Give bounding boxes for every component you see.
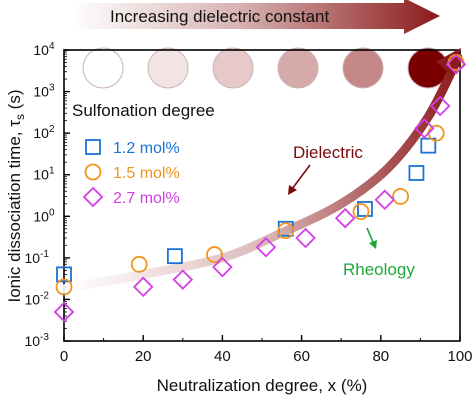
data-point-square (166, 248, 183, 265)
data-point-circle (277, 222, 295, 240)
legend-label: 2.7 mol% (113, 190, 180, 207)
y-tick-label: 10-2 (25, 290, 50, 307)
dielectric-label: Dielectric (293, 143, 363, 162)
dielectric-pointer-head (288, 185, 297, 195)
scale-circle (147, 47, 189, 89)
top-arrow: Increasing dielectric constant (70, 0, 440, 34)
legend-marker-diamond (82, 186, 104, 208)
y-axis-label: Ionic dissociation time, τs (s) (5, 89, 27, 302)
legend: Sulfonation degree 1.2 mol% 1.5 mol% 2.7 m… (72, 101, 215, 208)
legend-label: 1.5 mol% (113, 165, 180, 182)
data-markers (53, 54, 467, 323)
y-axis-label-unit: (s) (5, 89, 24, 114)
scale-circle (277, 47, 319, 89)
y-tick-label: 100 (33, 207, 55, 224)
data-point-diamond (334, 207, 356, 229)
x-tick-label: 100 (447, 348, 472, 365)
legend-title: Sulfonation degree (72, 101, 215, 120)
x-tick-label: 60 (293, 348, 310, 365)
data-point-diamond (255, 236, 277, 258)
data-point-diamond (445, 54, 467, 75)
x-tick-label: 80 (372, 348, 389, 365)
data-point-square (408, 165, 425, 181)
dielectric-pointer (291, 164, 311, 190)
data-point-diamond (429, 95, 451, 117)
data-point-circle (55, 278, 73, 296)
data-point-circle (206, 246, 223, 263)
legend-items: 1.2 mol% 1.5 mol% 2.7 mol% (82, 139, 180, 208)
data-point-circle (427, 124, 445, 142)
y-axis-label-main: Ionic dissociation time, τ (5, 120, 24, 303)
data-point-diamond (172, 269, 194, 290)
data-point-diamond (414, 118, 435, 139)
legend-marker-circle (84, 163, 102, 181)
rheology-pointer (366, 227, 374, 243)
data-point-diamond (295, 227, 316, 249)
scale-circle (342, 47, 384, 89)
y-tick-label: 101 (33, 166, 55, 183)
data-point-circle (130, 255, 148, 273)
y-axis: 10-3 10-2 10-1 100 101 102 103 104 (25, 41, 70, 349)
data-point-diamond (374, 189, 396, 211)
dielectric-curve (59, 53, 463, 294)
scale-circle (212, 47, 254, 89)
top-arrow-body (70, 0, 440, 34)
data-point-circle (392, 188, 410, 205)
data-point-square (357, 201, 373, 217)
y-tick-label: 102 (33, 124, 55, 141)
data-point-square (56, 266, 72, 283)
x-axis: 0 20 40 60 80 100 (60, 335, 473, 365)
x-axis-label: Neutralization degree, x (%) (157, 376, 368, 395)
dielectric-circles (82, 47, 449, 89)
y-tick-label: 10-3 (25, 332, 50, 349)
y-tick-label: 10-1 (25, 249, 50, 266)
x-tick-label: 40 (214, 348, 231, 365)
y-tick-label: 104 (33, 41, 55, 58)
data-point-diamond (212, 256, 233, 278)
legend-label: 1.2 mol% (113, 140, 180, 157)
y-tick-label: 103 (33, 83, 55, 100)
rheology-label: Rheology (343, 260, 415, 279)
legend-marker-square (85, 139, 101, 155)
data-point-square (420, 137, 437, 154)
x-tick-label: 0 (60, 348, 68, 365)
chart-title: Increasing dielectric constant (110, 7, 330, 26)
data-point-diamond (53, 301, 75, 323)
x-tick-label: 20 (135, 348, 152, 365)
y-axis-label-sub: s (13, 114, 27, 120)
data-point-diamond (132, 276, 154, 298)
rheology-pointer-head (369, 240, 377, 249)
data-point-circle (352, 203, 370, 220)
scale-circle (82, 47, 124, 89)
